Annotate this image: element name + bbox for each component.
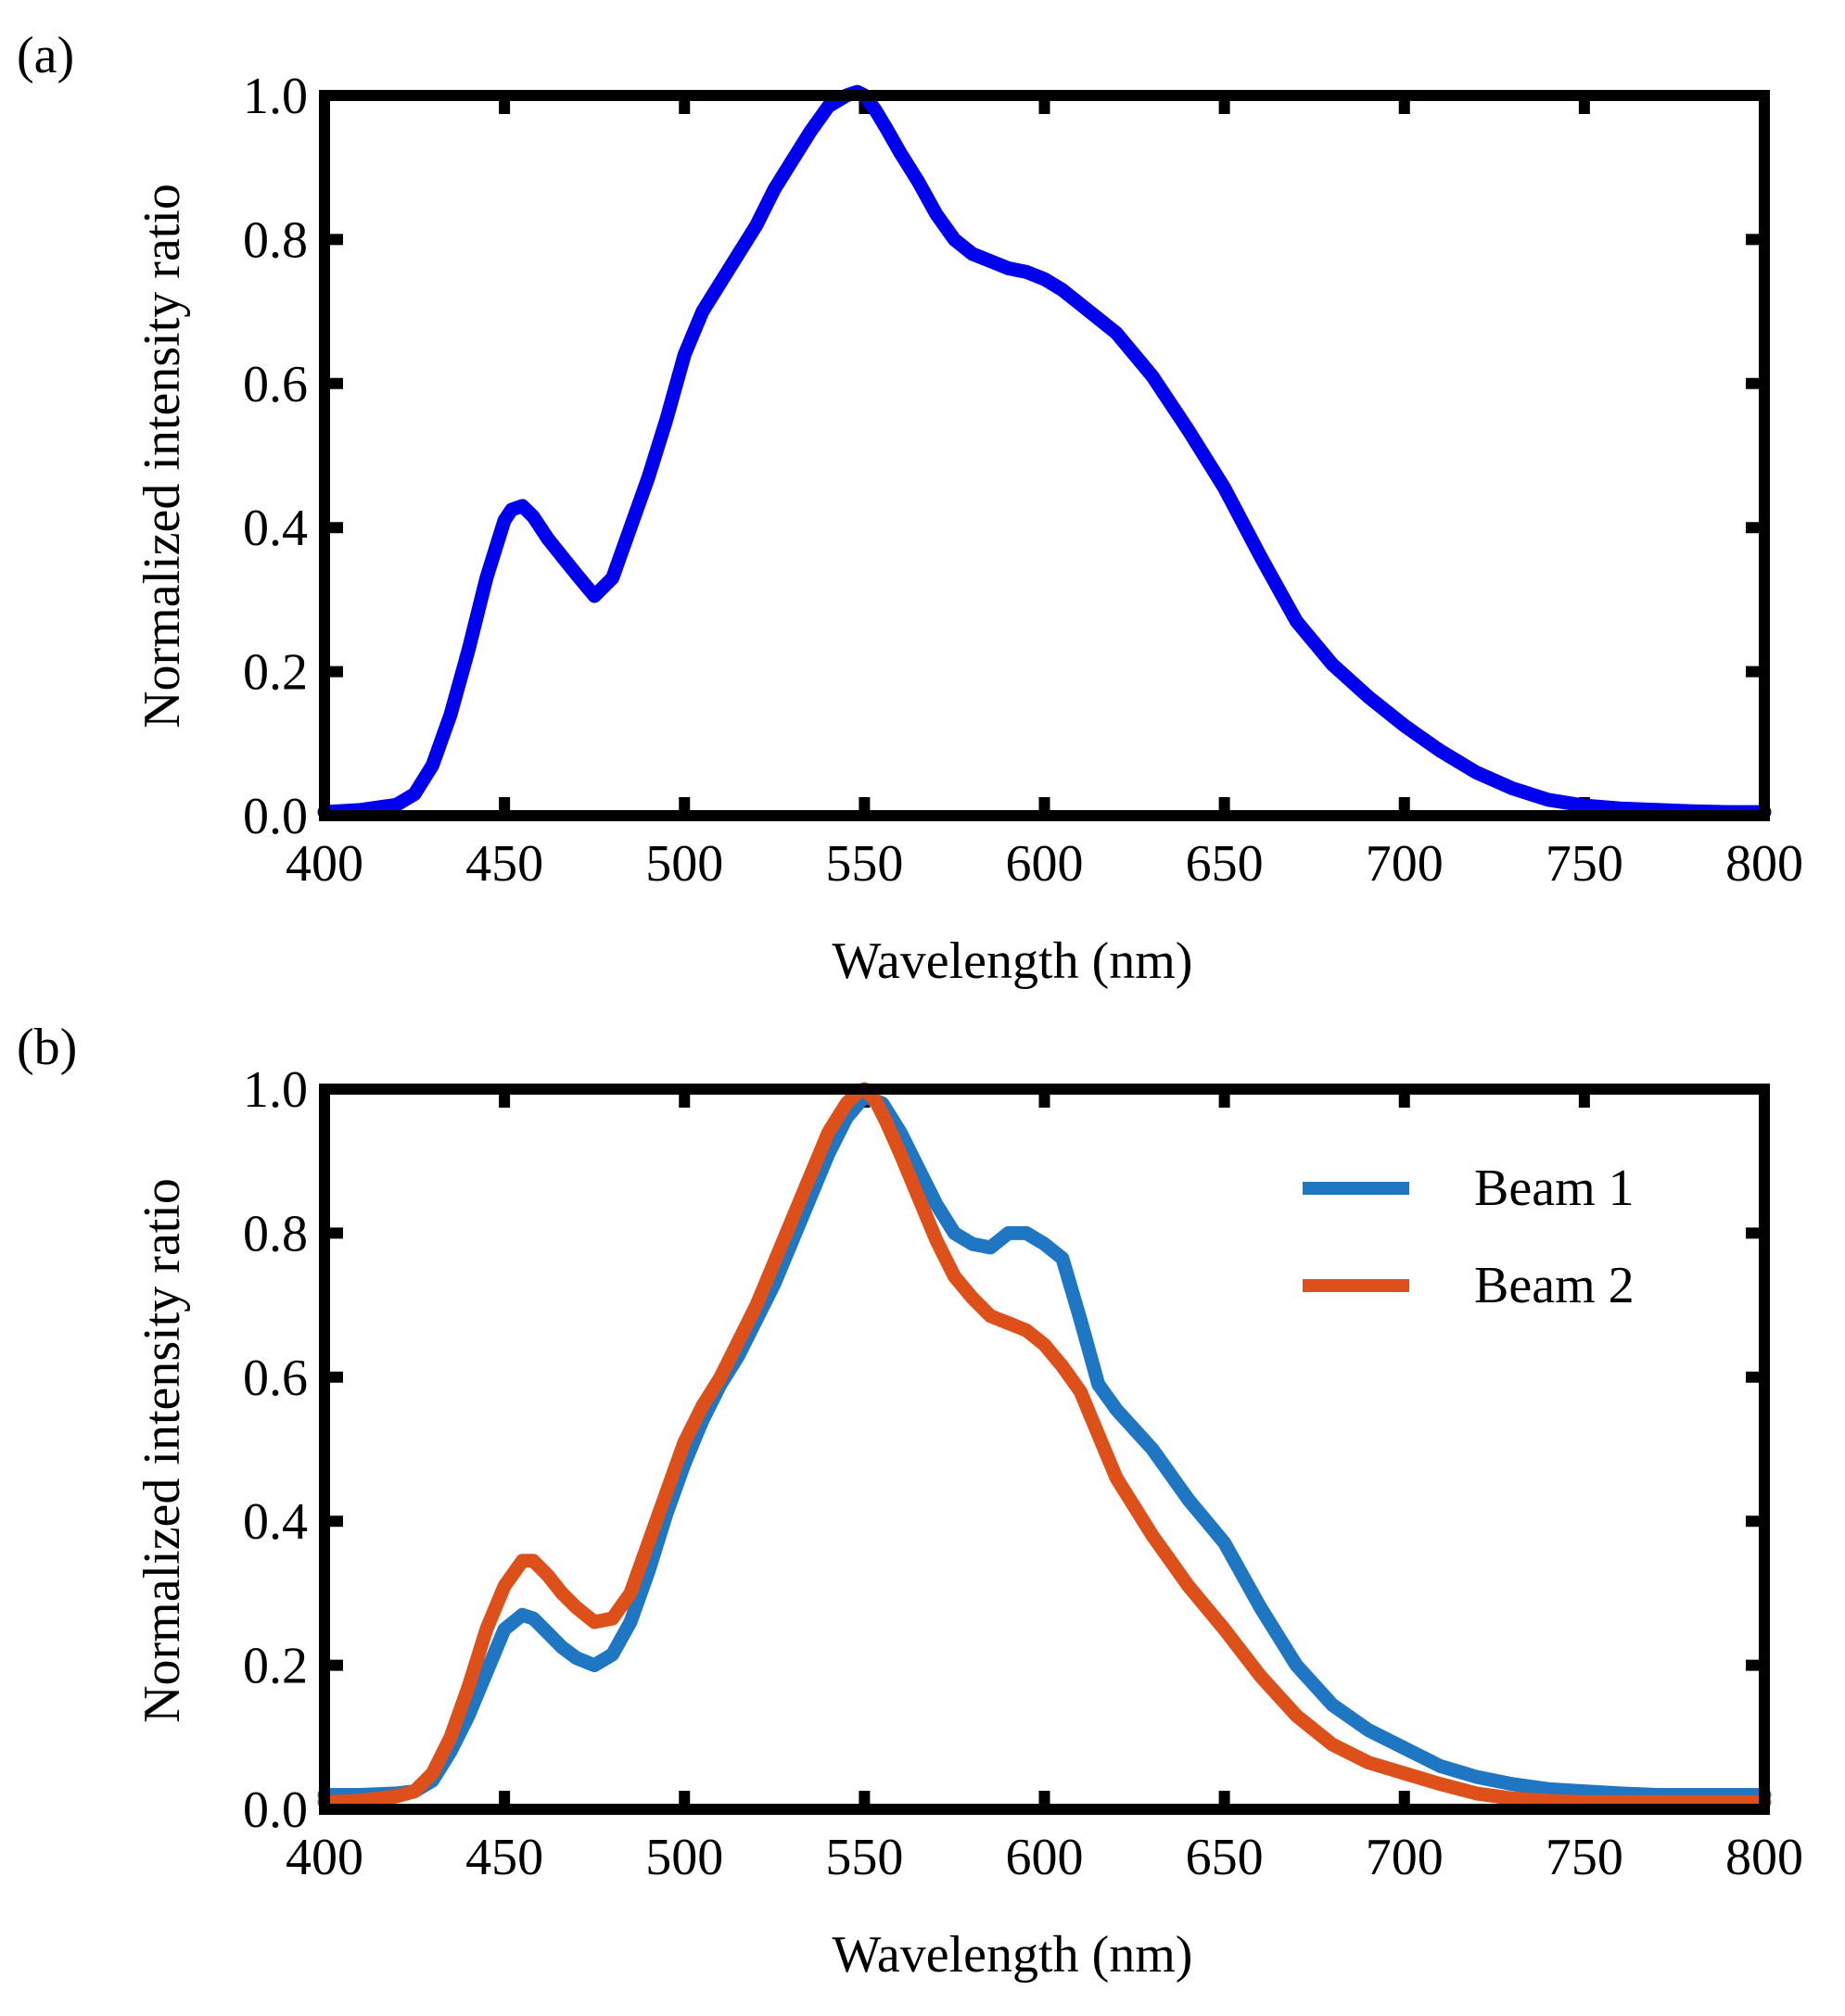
y-tick-label: 0.6 [243,356,308,413]
panel-b-y-tick-labels: 0.0 0.2 0.4 0.6 0.8 1.0 [243,1061,308,1839]
y-tick-label: 0.0 [243,1781,308,1839]
y-tick-label: 0.2 [243,644,308,702]
x-tick-label: 650 [1186,1829,1264,1886]
x-tick-label: 750 [1546,1829,1623,1886]
y-tick-label: 0.2 [243,1638,308,1695]
panel-b-x-tick-labels: 400 450 500 550 600 650 700 750 800 [286,1829,1803,1886]
x-tick-label: 600 [1006,835,1084,893]
x-tick-label: 800 [1725,835,1803,893]
panel-a: (a) Normalized intensity ratio Wavelengt… [17,27,1803,990]
panel-b-label: (b) [17,1019,77,1076]
legend-label-beam-1: Beam 1 [1474,1160,1635,1217]
y-tick-label: 0.0 [243,788,308,845]
y-tick-label: 0.4 [243,500,308,557]
y-tick-label: 1.0 [243,68,308,125]
panel-b-plot-frame [319,1084,1770,1815]
x-tick-label: 450 [465,1829,543,1886]
x-tick-label: 550 [825,1829,903,1886]
x-tick-label: 400 [286,1829,363,1886]
y-tick-label: 0.6 [243,1350,308,1407]
panel-b-y-axis-label: Normalized intensity ratio [134,1178,191,1723]
panel-a-plot-frame [319,90,1770,821]
series-line-beam-2 [317,1082,1772,1809]
panel-b-series-group [317,1082,1772,1809]
x-tick-label: 800 [1725,1829,1803,1886]
panel-a-x-tick-labels: 400 450 500 550 600 650 700 750 800 [286,835,1803,893]
y-tick-label: 0.8 [243,211,308,269]
panel-a-x-axis-label: Wavelength (nm) [833,932,1193,990]
x-tick-label: 450 [465,835,543,893]
panel-a-series-group [317,84,1772,819]
y-tick-label: 0.8 [243,1205,308,1262]
x-tick-label: 400 [286,835,363,893]
y-tick-label: 1.0 [243,1061,308,1119]
panel-b-legend: Beam 1 Beam 2 [1303,1160,1635,1314]
x-tick-label: 700 [1366,835,1444,893]
x-tick-label: 500 [645,835,723,893]
panel-a-label: (a) [17,27,74,84]
panel-b: (b) Normalized intensity ratio Wavelengt… [17,1019,1803,1984]
x-tick-label: 600 [1006,1829,1084,1886]
panel-a-y-axis-label: Normalized intensity ratio [134,184,191,729]
y-tick-label: 0.4 [243,1493,308,1551]
panel-a-y-tick-labels: 0.0 0.2 0.4 0.6 0.8 1.0 [243,68,308,845]
panel-a-ticks [319,90,1770,821]
x-tick-label: 550 [825,835,903,893]
panel-b-x-axis-label: Wavelength (nm) [833,1926,1193,1984]
x-tick-label: 700 [1366,1829,1444,1886]
x-tick-label: 500 [645,1829,723,1886]
series-line-spectrum [317,84,1772,819]
legend-label-beam-2: Beam 2 [1474,1257,1635,1314]
x-tick-label: 750 [1546,835,1623,893]
x-tick-label: 650 [1186,835,1264,893]
